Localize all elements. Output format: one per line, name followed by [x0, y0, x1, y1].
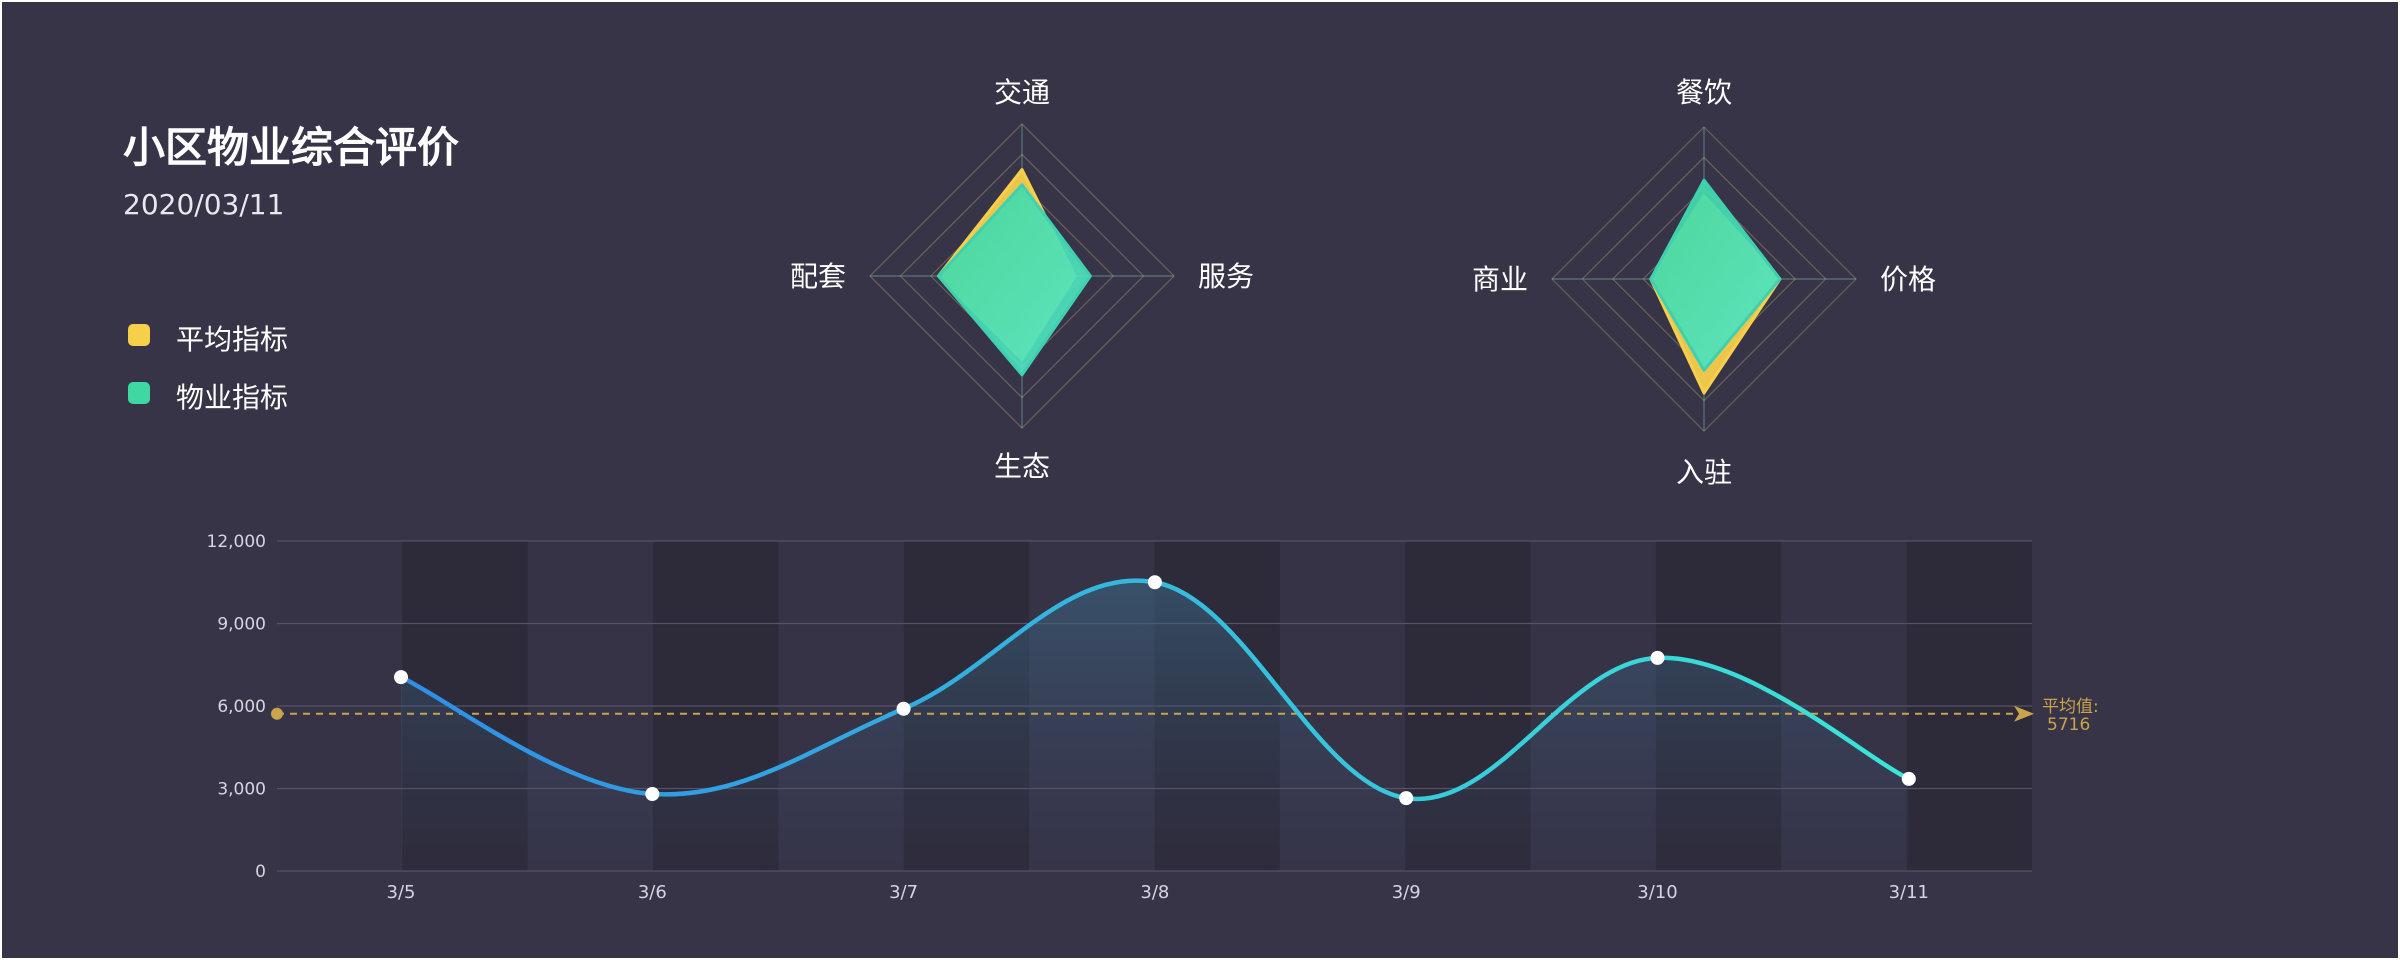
radar1-axis-label: 生态 [994, 450, 1050, 483]
x-tick-label: 3/7 [889, 882, 918, 903]
radar1-axis-label: 配套 [790, 260, 846, 293]
x-tick-label: 3/9 [1392, 882, 1421, 903]
x-tick-label: 3/8 [1140, 882, 1169, 903]
average-line-arrow [2014, 705, 2034, 722]
data-point [1650, 650, 1665, 665]
legend-label-property: 物业指标 [176, 381, 289, 414]
radar2-ring [1581, 156, 1827, 402]
radar1-ring [899, 153, 1145, 399]
data-point [1901, 771, 1916, 786]
radar2-axis-label: 价格 [1880, 263, 1936, 296]
x-tick-label: 3/5 [387, 882, 416, 903]
y-tick-label: 9,000 [217, 615, 266, 635]
y-tick-label: 0 [255, 862, 266, 882]
y-tick-label: 12,000 [207, 532, 266, 552]
legend-label-average: 平均指标 [176, 323, 289, 356]
legend-swatch-average [128, 324, 150, 346]
y-tick-label: 3,000 [217, 780, 266, 800]
radar1-axis-label: 服务 [1198, 260, 1254, 293]
radar1-ring [869, 123, 1175, 429]
average-line-start-dot [271, 707, 283, 720]
data-point [896, 701, 911, 716]
line-chart: 0 3,000 6,000 9,000 12,000 3/5 3/6 3/7 3/8 3/9 3/1… [207, 532, 2099, 903]
radar1-axis-label: 交通 [994, 76, 1050, 109]
x-tick-label: 3/6 [638, 882, 667, 903]
data-point [645, 787, 660, 801]
radar2-axis-label: 入驻 [1676, 456, 1732, 489]
report-date: 2020/03/11 [123, 188, 285, 221]
data-point [394, 670, 408, 685]
radar2-ring [1551, 126, 1857, 432]
data-point [1147, 575, 1162, 590]
legend-swatch-property [128, 382, 150, 404]
page-title: 小区物业综合评价 [123, 123, 460, 172]
radar2-axis-label: 商业 [1472, 263, 1528, 296]
y-tick-label: 6,000 [217, 697, 266, 717]
radar1-series-property [936, 183, 1092, 377]
radar2-series-property [1649, 178, 1782, 372]
data-point [1399, 791, 1414, 806]
average-label: 平均值: [2042, 697, 2099, 717]
x-tick-label: 3/10 [1637, 882, 1677, 903]
area-fill [401, 580, 1909, 871]
radar2-axis-label: 餐饮 [1676, 76, 1732, 109]
average-value-label: 5716 [2047, 715, 2090, 735]
x-tick-label: 3/11 [1889, 882, 1929, 903]
